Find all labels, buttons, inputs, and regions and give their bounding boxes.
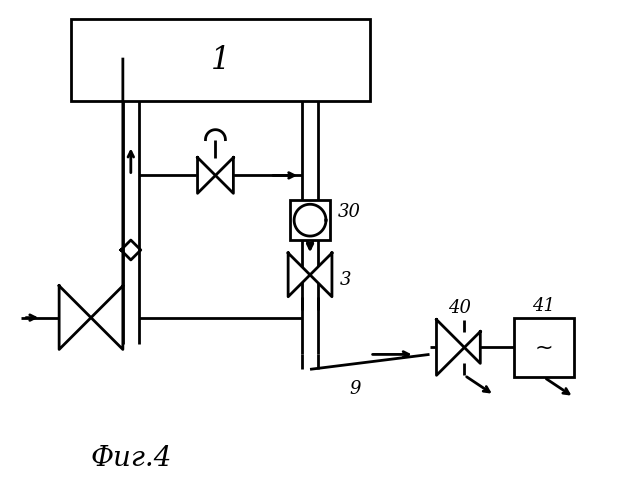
Text: 30: 30 <box>338 203 361 221</box>
Text: 9: 9 <box>349 380 360 398</box>
Text: 40: 40 <box>448 298 471 316</box>
Text: 1: 1 <box>211 44 230 76</box>
Text: ~: ~ <box>535 338 553 357</box>
Text: Фиг.4: Фиг.4 <box>90 446 171 472</box>
Polygon shape <box>91 286 123 350</box>
Polygon shape <box>197 158 215 194</box>
Bar <box>514 318 574 378</box>
Polygon shape <box>59 286 91 350</box>
Polygon shape <box>310 253 332 296</box>
Text: 41: 41 <box>532 296 555 314</box>
Polygon shape <box>215 158 233 194</box>
Polygon shape <box>436 320 465 376</box>
Bar <box>71 20 370 101</box>
Bar <box>290 200 330 240</box>
Text: 3: 3 <box>340 271 351 289</box>
Polygon shape <box>465 332 481 364</box>
Polygon shape <box>288 253 310 296</box>
